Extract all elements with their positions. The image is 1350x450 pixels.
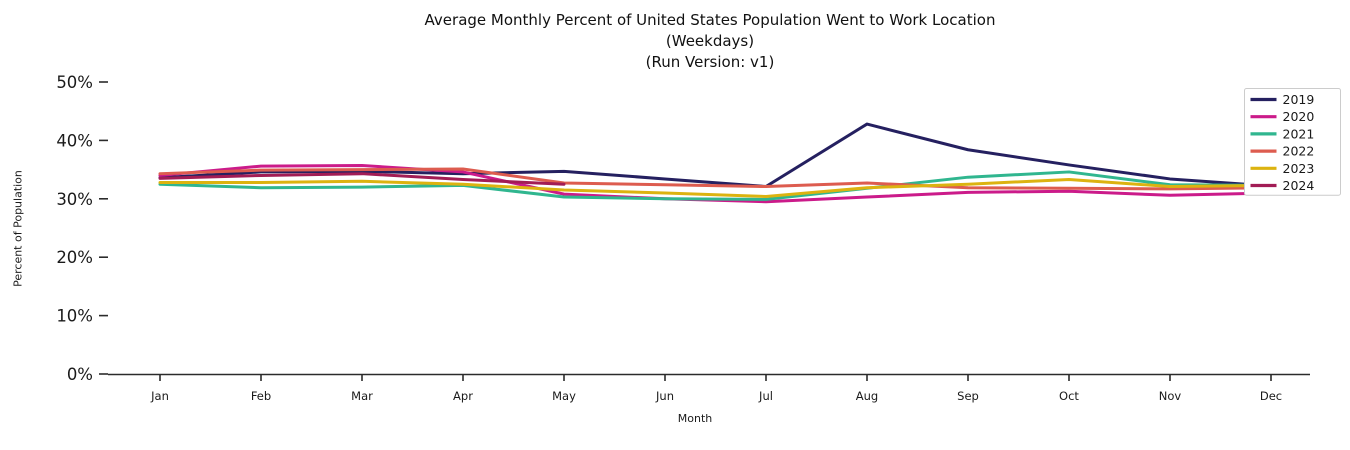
y-tick-label-50: 50% [56,73,93,92]
x-tick-label-sep: Sep [957,389,979,403]
axes: 0% 10% 20% 30% 40% 50% Jan Feb Mar Apr May Jun Jul Au… [56,73,1310,403]
x-tick-label-jun: Jun [655,389,674,403]
x-tick-label-nov: Nov [1159,389,1182,403]
legend-entry-2024: 2024 [1250,178,1315,193]
legend-entry-2022: 2022 [1250,144,1315,159]
x-tick-label-may: May [552,389,576,403]
chart-title: Average Monthly Percent of United States… [424,11,996,29]
legend-label-2019: 2019 [1283,92,1315,107]
legend-entry-2019: 2019 [1250,92,1315,107]
y-tick-label-10: 10% [56,307,93,326]
legend-label-2021: 2021 [1283,126,1315,141]
y-tick-label-0: 0% [67,365,93,384]
y-tick-label-20: 20% [56,248,93,267]
x-tick-label-aug: Aug [856,389,878,403]
x-tick-label-jul: Jul [758,389,773,403]
series-line-2019 [158,122,1273,189]
series-line-2021 [158,170,1273,201]
x-tick-label-jan: Jan [150,389,169,403]
legend-label-2022: 2022 [1283,144,1315,159]
legend-entry-2021: 2021 [1250,126,1315,141]
legend-label-2020: 2020 [1283,109,1315,124]
legend: 2019 2020 2021 2022 2023 2024 [1244,88,1341,196]
chart-subtitle-weekdays: (Weekdays) [665,32,755,50]
legend-entry-2023: 2023 [1250,161,1315,176]
x-axis-label: Month [677,412,713,425]
legend-entry-2020: 2020 [1250,109,1315,124]
y-tick-label-30: 30% [56,190,93,209]
x-tick-label-feb: Feb [251,389,271,403]
series-line-2024 [158,172,566,186]
x-tick-label-oct: Oct [1059,389,1079,403]
y-tick-label-40: 40% [56,131,93,150]
series-line-2022 [158,167,1273,191]
legend-label-2024: 2024 [1283,178,1315,193]
x-tick-label-dec: Dec [1260,389,1282,403]
title-block: Average Monthly Percent of United States… [80,10,1340,73]
x-tick-label-apr: Apr [453,389,473,403]
x-tick-label-mar: Mar [351,389,373,403]
series-line-2023 [158,178,1273,198]
legend-label-2023: 2023 [1283,161,1315,176]
chart-subtitle-run-version: (Run Version: v1) [645,53,775,71]
series-lines [158,122,1273,204]
